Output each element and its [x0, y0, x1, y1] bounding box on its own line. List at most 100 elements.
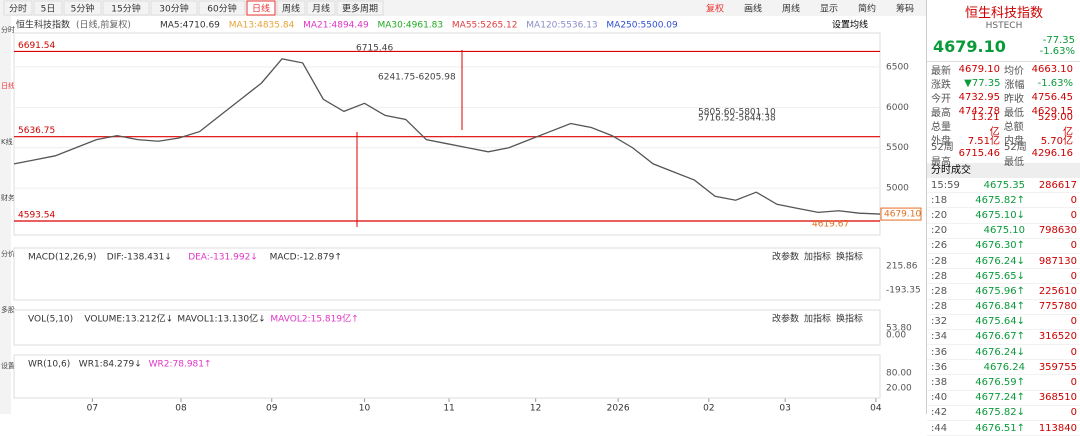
quote-change: -77.35 — [1042, 35, 1075, 46]
quote-cell: 内盘 — [1004, 135, 1024, 147]
quote-cell: 昨收 — [1004, 93, 1024, 105]
panel-tool[interactable]: 改参数 — [772, 313, 799, 325]
quote-cell: 均价 — [1004, 65, 1024, 77]
panel-tick: 215.86 — [886, 262, 918, 272]
x-tick-label: 10 — [359, 404, 371, 414]
quote-cell: 最低 — [1004, 107, 1024, 119]
panel-frame — [13, 309, 881, 346]
trade-row: :28 4676.24↓ 987130 — [927, 254, 1080, 270]
chart-name: 恒生科技指数 — [16, 19, 70, 31]
quote-row: 今开 4732.95 昨收 4756.45 — [927, 90, 1080, 105]
tool-label[interactable]: 显示 — [820, 4, 838, 15]
tab — [33, 0, 63, 16]
panel-title: WR(10,6) — [28, 360, 70, 370]
trade-cell: :18 — [931, 194, 948, 206]
panel-frame — [13, 247, 881, 301]
panel-tool[interactable]: 换指标 — [836, 313, 863, 325]
trade-cell: 0 — [1070, 316, 1077, 328]
panel-tool[interactable]: 加指标 — [804, 313, 831, 325]
trade-row: 15:59 4675.35 286617 — [927, 178, 1080, 194]
x-tick-label: 03 — [779, 404, 790, 414]
quote-cell: 7.51亿 — [967, 135, 1000, 147]
trade-cell: 775780 — [1038, 301, 1077, 313]
quote-cell: ▼77.35 — [964, 77, 1001, 89]
settings[interactable]: 设置均线 — [832, 19, 868, 31]
annotation: 6241.75-6205.98 — [378, 73, 456, 83]
trade-row: :38 4676.59↑ 0 — [927, 375, 1080, 391]
trade-cell: :36 — [931, 346, 948, 358]
annotation: 5716.52-5644.38 — [698, 114, 776, 124]
tool-label[interactable]: 周线 — [782, 3, 800, 15]
trade-row: :32 4675.64↓ 0 — [927, 315, 1080, 330]
trade-cell: 4676.30↑ — [975, 240, 1025, 252]
panel-label: WR2:78.981↑ — [149, 360, 212, 370]
tool-label[interactable]: 简约 — [858, 3, 876, 15]
panel-title: VOL(5,10) — [28, 315, 73, 325]
tab-label[interactable]: 日线 — [252, 3, 270, 15]
tab-label[interactable]: 月线 — [312, 3, 330, 15]
trade-row: :36 4676.24↓ 0 — [927, 345, 1080, 361]
panel-label: VOLUME:13.212亿↓ — [84, 313, 173, 325]
level-label: 6691.54 — [18, 41, 55, 51]
tab-label[interactable]: 分时 — [9, 3, 27, 15]
tab — [198, 0, 246, 16]
ma-label: MA120:5536.13 — [526, 21, 597, 31]
y-tick-label: 5000 — [886, 184, 909, 194]
panel-frame — [13, 354, 881, 399]
trade-cell: 987130 — [1038, 255, 1077, 267]
trade-row: :20 4675.10 798630 — [927, 224, 1080, 239]
tab-label[interactable]: 更多周期 — [342, 3, 378, 15]
trade-cell: 798630 — [1038, 225, 1077, 237]
ma-label: MA21:4894.49 — [303, 21, 369, 31]
chart-mode: (日线,前复权) — [76, 19, 131, 31]
x-tick-label: 08 — [175, 404, 187, 414]
trade-cell: :28 — [931, 270, 948, 282]
panel-tool[interactable]: 换指标 — [836, 251, 863, 263]
trade-cell: 4675.64↓ — [975, 316, 1025, 328]
last-price-box — [880, 207, 922, 221]
trade-cell: 4675.10↓ — [975, 209, 1025, 221]
annotation: 5805.60-5801.10 — [698, 108, 776, 118]
panel-tool[interactable]: 改参数 — [772, 251, 799, 263]
level-label: 4593.54 — [18, 210, 55, 220]
tab — [276, 0, 306, 16]
side-label: 分价 — [1, 249, 15, 258]
trade-cell: :38 — [931, 377, 948, 389]
tool-label[interactable]: 筹码 — [896, 3, 914, 15]
tab-label[interactable]: 60分钟 — [207, 3, 236, 15]
quote-cell: 总额 — [1003, 121, 1024, 133]
quote-cell: 4629.15 — [1031, 105, 1073, 117]
tab-label[interactable]: 15分钟 — [111, 3, 140, 15]
quote-cell: 529.00亿 — [1037, 112, 1073, 138]
tab — [102, 0, 150, 16]
ma-label: MA55:5265.12 — [452, 21, 518, 31]
trade-cell: 4676.51↑ — [975, 422, 1025, 434]
trade-cell: 4677.24↑ — [975, 392, 1025, 404]
trade-cell: :44 — [931, 422, 948, 434]
quote-cell: 外盘 — [931, 135, 951, 147]
tab-label[interactable]: 30分钟 — [159, 3, 188, 15]
tab-label[interactable]: 周线 — [282, 3, 300, 15]
panel-tick: -193.35 — [886, 286, 921, 296]
tool-label[interactable]: 画线 — [744, 3, 762, 15]
trade-cell: 4676.84↑ — [975, 301, 1025, 313]
quote-cell: 4756.45 — [1031, 91, 1073, 103]
tab-label[interactable]: 5分钟 — [71, 3, 95, 15]
tab-label[interactable]: 5日 — [41, 4, 56, 15]
trade-cell: 0 — [1070, 377, 1077, 389]
trade-cell: :36 — [931, 361, 948, 373]
tool-label[interactable]: 复权 — [706, 3, 724, 15]
trade-cell: 0 — [1070, 209, 1077, 221]
plot-frame — [13, 32, 881, 236]
trade-row: :42 4675.82↓ 0 — [927, 406, 1080, 421]
trade-cell: 0 — [1070, 194, 1077, 206]
ma-label: MA30:4961.83 — [378, 21, 444, 31]
trade-cell: :40 — [931, 392, 948, 404]
y-tick-label: 5500 — [886, 143, 909, 153]
trade-cell: 4675.65↓ — [975, 270, 1025, 282]
panel-tool[interactable]: 加指标 — [804, 251, 831, 263]
trade-cell: 286617 — [1038, 179, 1077, 191]
trade-row: :36 4676.24 359755 — [927, 360, 1080, 376]
quote-code: HSTECH — [985, 21, 1023, 31]
quote-cell: 4296.16 — [1031, 147, 1073, 159]
